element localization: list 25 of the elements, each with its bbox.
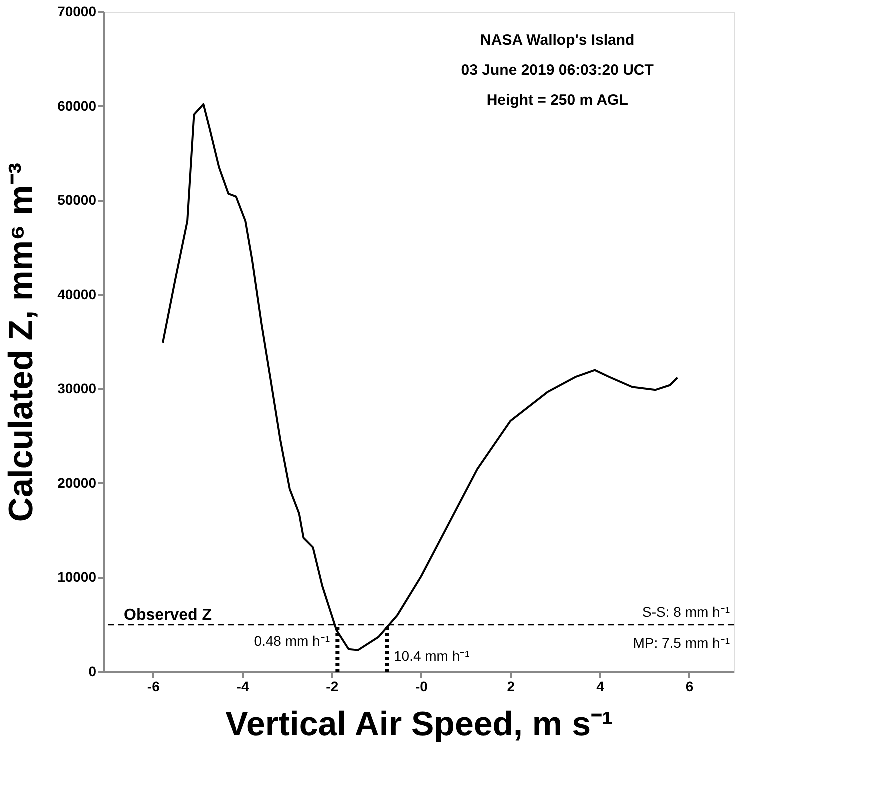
annotation: 0.48 mm h⁻¹ (254, 633, 330, 649)
annotation: 03 June 2019 06:03:20 UCT (461, 62, 654, 79)
x-tick-label: -0 (416, 678, 428, 694)
annotation: NASA Wallop's Island (480, 32, 635, 49)
y-tick-label: 70000 (58, 4, 97, 20)
annotation: 10.4 mm h⁻¹ (394, 648, 470, 664)
annotation: S-S: 8 mm h⁻¹ (642, 604, 730, 620)
x-tick-label: 6 (686, 678, 694, 694)
y-tick-label: 20000 (58, 474, 97, 491)
y-tick-label: 10000 (58, 569, 97, 586)
y-axis-title: Calculated Z, mm⁶ m⁻³ (2, 162, 41, 522)
annotation: MP: 7.5 mm h⁻¹ (633, 635, 730, 651)
y-tick-label: 40000 (58, 286, 97, 302)
annotation: Height = 250 m AGL (486, 92, 628, 109)
y-tick-label: 50000 (58, 192, 97, 208)
x-tick-label: -4 (236, 678, 250, 694)
x-tick-label: 2 (507, 678, 516, 694)
x-tick-label: -2 (326, 678, 339, 694)
x-tick-label: -6 (147, 678, 160, 694)
y-tick-label: 60000 (58, 98, 97, 114)
x-tick-label: 4 (596, 678, 605, 694)
ref-line-label: Observed Z (124, 606, 212, 624)
y-tick-label: 0 (88, 664, 97, 680)
y-tick-label: 30000 (58, 380, 97, 397)
x-axis-title: Vertical Air Speed, m s⁻¹ (226, 706, 614, 744)
